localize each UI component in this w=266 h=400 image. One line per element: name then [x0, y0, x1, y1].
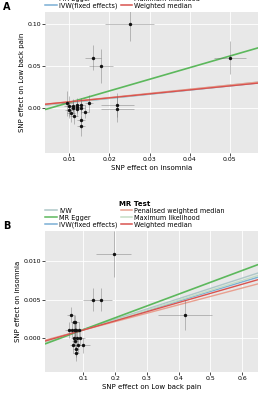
Y-axis label: SNP effect on insomnia: SNP effect on insomnia	[15, 261, 21, 342]
Point	[75, 334, 79, 341]
Point	[115, 102, 120, 108]
X-axis label: SNP effect on insomnia: SNP effect on insomnia	[111, 165, 192, 171]
Point	[72, 319, 76, 326]
Point	[71, 104, 76, 111]
Point	[70, 327, 74, 333]
Point	[76, 342, 80, 348]
Point	[67, 107, 72, 113]
Point	[72, 334, 77, 341]
Point	[183, 312, 187, 318]
Point	[228, 54, 232, 61]
Point	[79, 117, 84, 123]
Point	[75, 102, 80, 108]
Point	[81, 342, 85, 348]
Point	[69, 110, 73, 116]
Point	[74, 327, 78, 333]
Text: B: B	[3, 221, 10, 231]
Point	[73, 319, 77, 326]
Point	[79, 102, 84, 108]
Point	[73, 327, 77, 333]
Point	[75, 106, 80, 112]
Point	[91, 296, 95, 303]
Point	[83, 108, 88, 115]
Point	[91, 54, 95, 61]
Text: A: A	[3, 2, 10, 12]
Point	[78, 334, 82, 341]
Point	[71, 103, 76, 109]
Point	[65, 100, 69, 106]
Point	[66, 103, 71, 109]
Point	[67, 327, 71, 333]
Point	[73, 327, 77, 333]
Point	[127, 21, 132, 28]
Point	[74, 346, 78, 352]
Point	[79, 104, 84, 111]
Legend: IVW, MR Egger, IVW(fixed effects), Penalised weighted median, Maximum likelihood: IVW, MR Egger, IVW(fixed effects), Penal…	[45, 200, 225, 228]
Point	[71, 342, 75, 348]
Point	[87, 100, 92, 106]
Point	[79, 122, 84, 129]
Point	[99, 296, 103, 303]
Point	[72, 113, 76, 119]
Point	[111, 250, 116, 257]
Legend: IVW, MR Egger, IVW(fixed effects), Penalised weighted median, Maximum likelihood: IVW, MR Egger, IVW(fixed effects), Penal…	[45, 0, 225, 9]
X-axis label: SNP effect on Low back pain: SNP effect on Low back pain	[102, 384, 201, 390]
Point	[99, 63, 103, 69]
Point	[75, 104, 80, 110]
Point	[69, 312, 73, 318]
Point	[73, 338, 77, 345]
Y-axis label: SNP effect on Low back pain: SNP effect on Low back pain	[19, 33, 25, 132]
Point	[74, 350, 78, 356]
Point	[115, 106, 120, 112]
Point	[76, 327, 81, 333]
